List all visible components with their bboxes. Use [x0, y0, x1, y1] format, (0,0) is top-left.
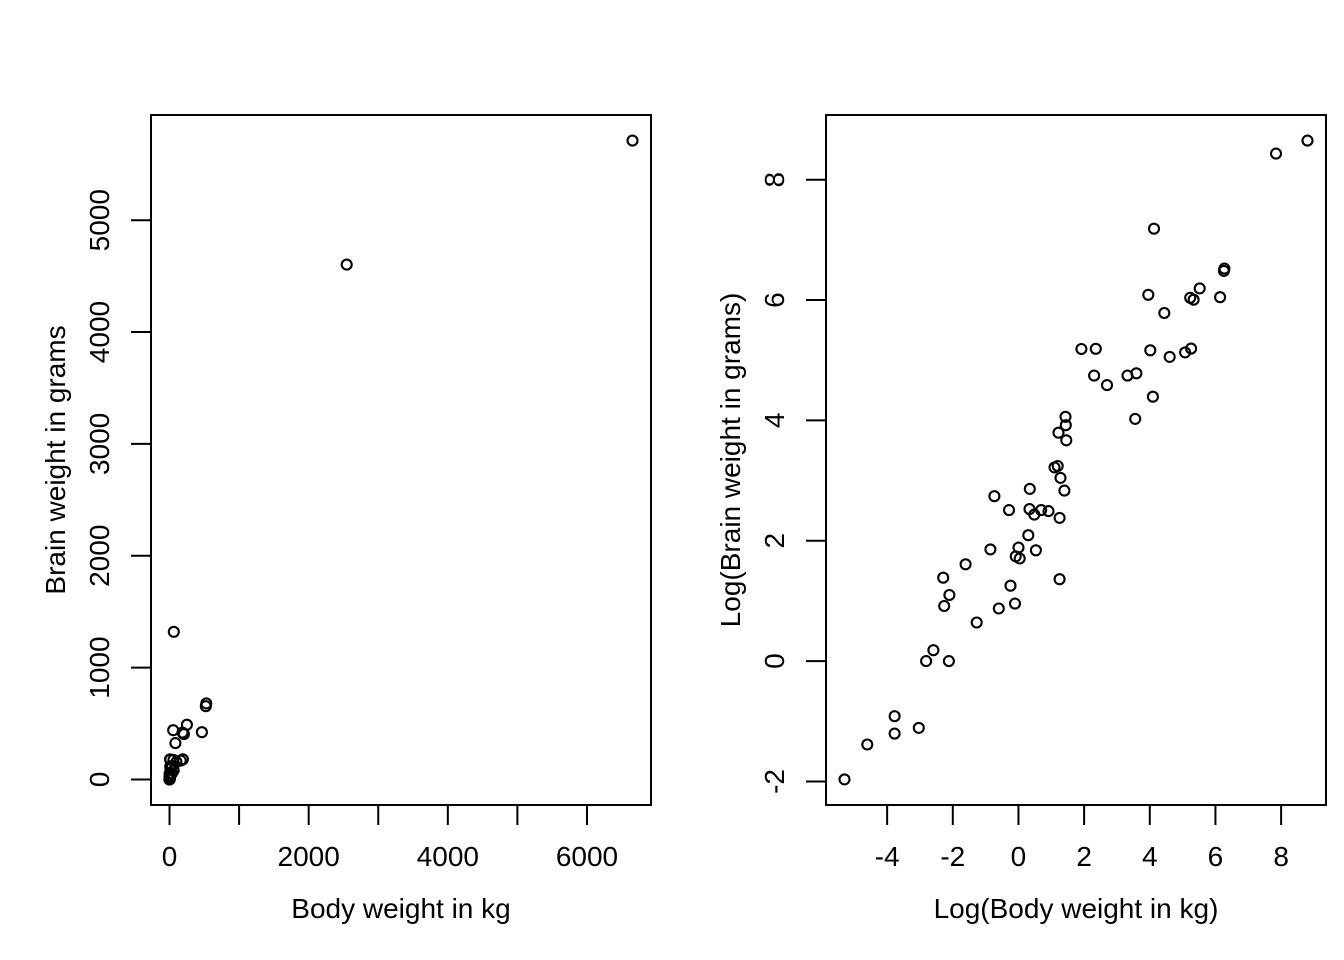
data-point [1012, 541, 1025, 554]
y-tick-label: 1000 [84, 636, 115, 698]
y-tick-label: -2 [759, 769, 790, 794]
x-tick-label: 6000 [556, 841, 618, 872]
data-point [888, 710, 901, 723]
data-point [167, 724, 180, 737]
x-tick-label: 2 [1076, 841, 1092, 872]
data-point [1121, 369, 1134, 382]
data-point [1142, 288, 1155, 301]
data-point [1004, 579, 1017, 592]
data-point [992, 602, 1005, 615]
data-point [1187, 293, 1200, 306]
data-point [180, 718, 193, 731]
x-tick-label: -4 [875, 841, 900, 872]
plot-frame [825, 114, 1327, 806]
data-point [912, 721, 925, 734]
x-tick-label: 4 [1142, 841, 1158, 872]
y-axis-title: Brain weight in grams [40, 325, 71, 594]
data-point [163, 767, 176, 780]
x-axis-title: Log(Body weight in kg) [934, 893, 1219, 924]
x-tick-label: 0 [1011, 841, 1027, 872]
data-point [920, 655, 933, 668]
data-point [1129, 412, 1142, 425]
data-point [1158, 306, 1171, 320]
y-tick-label: 6 [759, 292, 790, 308]
data-point [163, 773, 176, 786]
data-point [200, 697, 213, 710]
raw-scale-panel: 0 2000 4000 6000 0 1000 2000 3000 4000 5000 Body w… [40, 114, 652, 924]
y-axis-title: Log(Brain weight in grams) [715, 293, 746, 628]
x-tick-label: -2 [940, 841, 965, 872]
data-point [1269, 147, 1283, 160]
data-point [1022, 529, 1035, 542]
data-point [942, 655, 955, 668]
data-point [1075, 342, 1088, 356]
data-point [1023, 482, 1036, 495]
data-point [970, 616, 983, 629]
data-point [1144, 344, 1157, 357]
data-point [174, 754, 187, 767]
y-tick-label: 0 [759, 653, 790, 669]
data-point [1058, 484, 1071, 497]
data-point [167, 625, 180, 638]
data-point [927, 644, 940, 657]
data-point [1163, 350, 1176, 363]
data-point [861, 738, 874, 751]
x-tick-label: 0 [162, 841, 178, 872]
data-point [1179, 346, 1192, 359]
y-tick-label: 8 [759, 172, 790, 188]
data-point [1089, 342, 1102, 355]
y-tick-label: 4 [759, 413, 790, 429]
data-point [1147, 222, 1161, 235]
data-point [959, 558, 972, 571]
data-point [1218, 262, 1231, 275]
x-tick-label: 2000 [278, 841, 340, 872]
data-point [938, 599, 951, 613]
data-point [1214, 291, 1227, 304]
x-tick-label: 8 [1273, 841, 1289, 872]
data-point [1100, 379, 1114, 392]
data-point [838, 773, 851, 786]
data-point [169, 737, 182, 750]
data-point [1059, 419, 1072, 432]
raw-scatter-plot-svg: 0 2000 4000 6000 0 1000 2000 3000 4000 5000 Body w… [40, 114, 652, 924]
y-tick-label: 3000 [84, 413, 115, 475]
data-point [1052, 426, 1065, 439]
data-point [195, 726, 208, 739]
data-point [1193, 282, 1206, 295]
data-point [1053, 573, 1066, 586]
y-tick-label: 2 [759, 533, 790, 549]
data-point [943, 588, 956, 602]
data-point [1008, 597, 1022, 610]
x-axis-title: Body weight in kg [291, 893, 510, 924]
data-point [984, 543, 997, 556]
data-point [1088, 369, 1101, 382]
y-tick-label: 4000 [84, 301, 115, 363]
y-tick-label: 0 [84, 772, 115, 788]
data-point [988, 490, 1001, 503]
data-point [1053, 511, 1066, 524]
data-point [1060, 434, 1073, 447]
data-point [626, 134, 639, 147]
data-point [340, 258, 353, 271]
data-point [1042, 505, 1055, 518]
data-point [1002, 504, 1016, 517]
data-point [1054, 471, 1067, 484]
data-point [1146, 390, 1159, 403]
log-scale-panel: -4 -2 0 2 4 6 8 -2 0 2 4 6 8 Log(Body weight in kg) Lo… [672, 0, 1344, 960]
x-tick-label: 4000 [417, 841, 479, 872]
data-point [1029, 544, 1042, 557]
data-point [1028, 508, 1041, 521]
plot-frame [150, 114, 652, 806]
data-point [1048, 461, 1061, 474]
log-scatter-plot-svg: -4 -2 0 2 4 6 8 -2 0 2 4 6 8 Log(Body weight in kg) Lo… [715, 114, 1327, 924]
y-tick-label: 5000 [84, 189, 115, 251]
y-tick-label: 2000 [84, 525, 115, 587]
data-point [1301, 134, 1314, 147]
data-point [937, 571, 950, 584]
data-point [1185, 342, 1198, 355]
x-tick-label: 6 [1208, 841, 1224, 872]
data-point [1059, 410, 1072, 423]
data-point [888, 727, 901, 740]
